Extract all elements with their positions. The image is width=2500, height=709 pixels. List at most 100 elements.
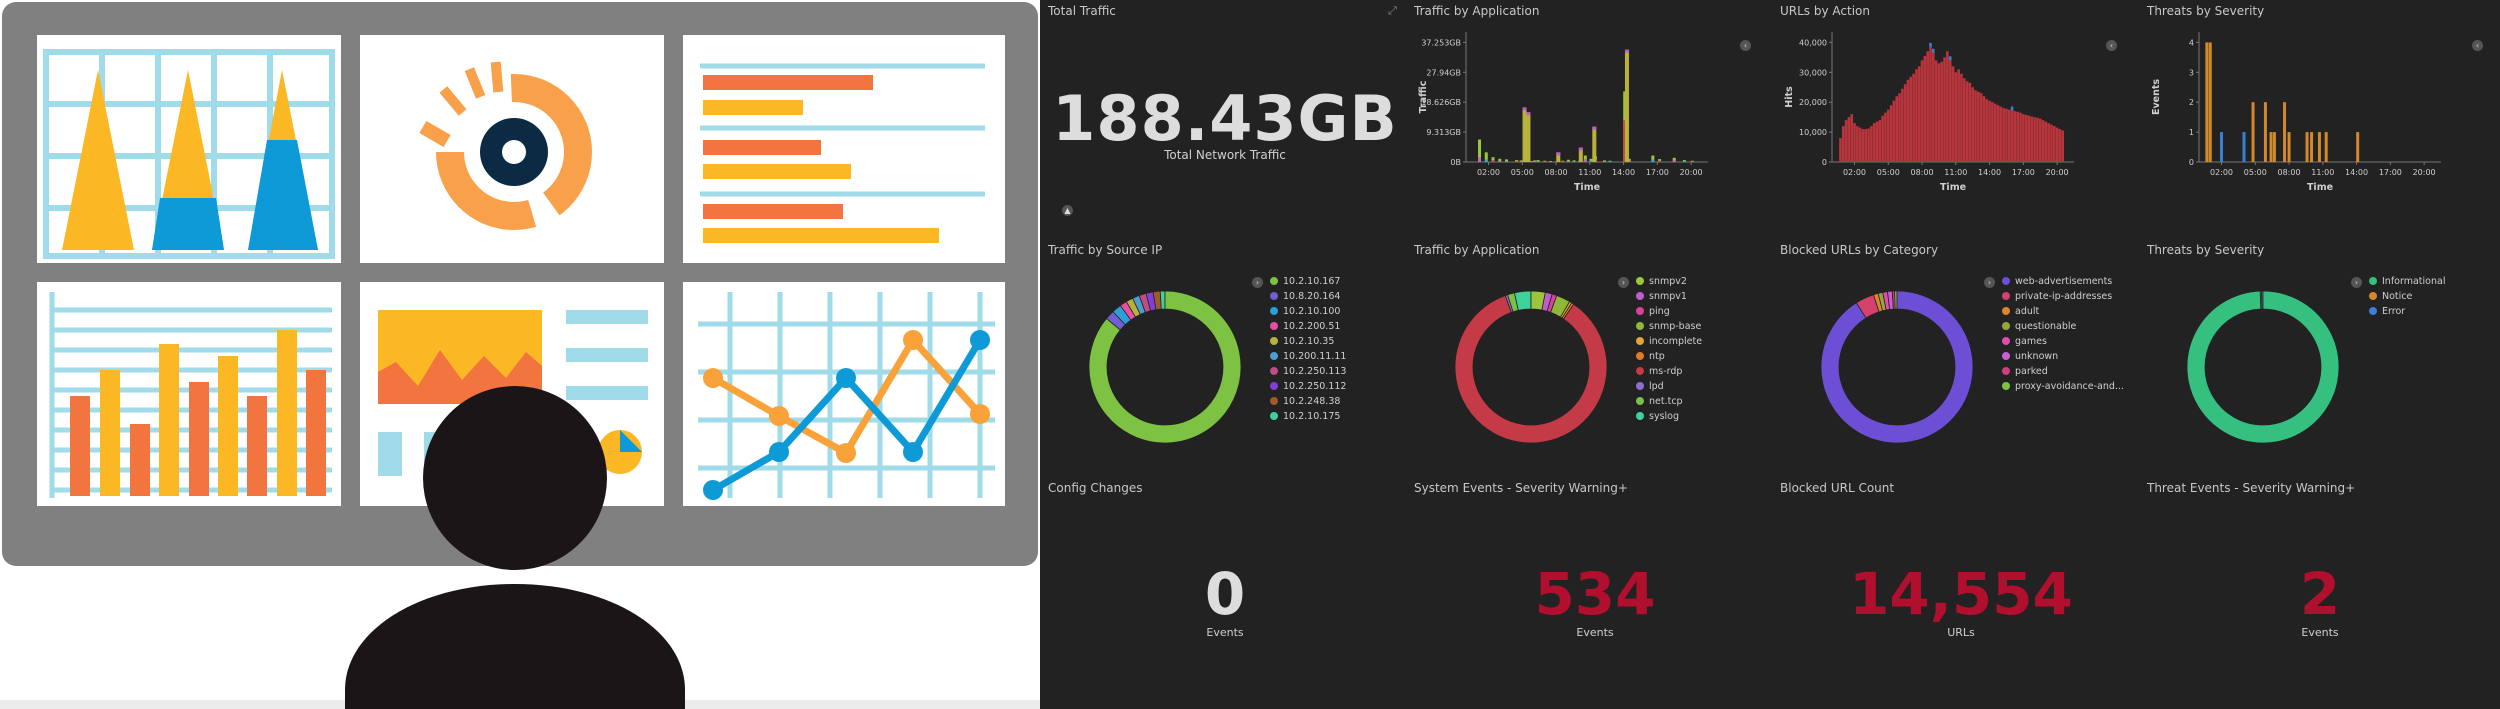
bar bbox=[1658, 160, 1662, 162]
x-tick-label: 20:00 bbox=[1680, 168, 1703, 177]
legend-swatch bbox=[2002, 352, 2010, 360]
legend-item[interactable]: ping bbox=[1636, 304, 1766, 319]
bar bbox=[1988, 100, 1991, 162]
x-axis-title: Time bbox=[1574, 182, 1600, 193]
traffic-by-application-donut bbox=[1454, 290, 1608, 444]
legend-item[interactable]: games bbox=[2002, 334, 2132, 349]
bar bbox=[1934, 60, 1938, 163]
bar bbox=[1548, 161, 1552, 162]
legend-toggle-icon[interactable]: ‹ bbox=[2472, 40, 2483, 51]
panel-title-traffic-by-source-ip: Traffic by Source IP bbox=[1048, 243, 1163, 257]
panel-title-total-traffic: Total Traffic bbox=[1048, 4, 1116, 18]
y-tick-label: 4 bbox=[2189, 38, 2194, 47]
legend-toggle-icon[interactable]: › bbox=[2351, 277, 2362, 288]
legend-item[interactable]: 10.2.10.175 bbox=[1270, 409, 1400, 424]
legend-item[interactable]: unknown bbox=[2002, 349, 2132, 364]
legend-item[interactable]: incomplete bbox=[1636, 334, 1766, 349]
x-tick-label: 20:00 bbox=[2046, 168, 2069, 177]
bar bbox=[1889, 105, 1893, 162]
bar bbox=[1861, 129, 1865, 162]
legend-item[interactable]: net.tcp bbox=[1636, 394, 1766, 409]
legend-swatch bbox=[1270, 367, 1278, 375]
legend-label: net.tcp bbox=[1649, 396, 1683, 407]
legend-item[interactable]: 10.2.10.100 bbox=[1270, 304, 1400, 319]
panel-title-threat-events: Threat Events - Severity Warning+ bbox=[2147, 481, 2356, 495]
x-axis-title: Time bbox=[2307, 182, 2333, 193]
expand-icon[interactable]: ⤢ bbox=[1388, 4, 1397, 17]
legend-toggle-icon[interactable]: ‹ bbox=[2106, 40, 2117, 51]
legend-label: 10.2.10.35 bbox=[1283, 336, 1335, 347]
bar bbox=[2251, 102, 2255, 162]
legend-item[interactable]: web-advertisements bbox=[2002, 274, 2132, 289]
panel-title-urls-by-action: URLs by Action bbox=[1780, 4, 1870, 18]
legend-item[interactable]: snmp-base bbox=[1636, 319, 1766, 334]
legend-item[interactable]: ntp bbox=[1636, 349, 1766, 364]
bar bbox=[1592, 126, 1597, 130]
legend-label: ping bbox=[1649, 306, 1670, 317]
bar bbox=[2007, 109, 2011, 162]
legend-item[interactable]: Informational bbox=[2369, 274, 2489, 289]
bar bbox=[1505, 159, 1509, 162]
y-tick-label: 0B bbox=[1450, 158, 1461, 167]
legend-label: web-advertisements bbox=[2015, 276, 2113, 287]
bar bbox=[1898, 93, 1901, 162]
legend-item[interactable]: adult bbox=[2002, 304, 2132, 319]
legend-swatch bbox=[2002, 277, 2010, 285]
legend-toggle-icon[interactable]: › bbox=[1618, 277, 1629, 288]
panel-title-threats-by-severity-chart: Threats by Severity bbox=[2147, 4, 2265, 18]
legend-item[interactable]: proxy-avoidance-and... bbox=[2002, 379, 2132, 394]
legend-item[interactable]: 10.200.11.11 bbox=[1270, 349, 1400, 364]
legend-toggle-icon[interactable]: ‹ bbox=[1740, 40, 1751, 51]
legend-item[interactable]: questionable bbox=[2002, 319, 2132, 334]
bar bbox=[1624, 49, 1629, 162]
legend-toggle-icon[interactable]: › bbox=[1252, 277, 1263, 288]
legend-label: 10.2.248.38 bbox=[1283, 396, 1341, 407]
bar bbox=[1957, 69, 1960, 162]
panel-title-blocked-url-count: Blocked URL Count bbox=[1780, 481, 1895, 495]
threats-by-severity-bar-chart: 0 1 2 3 4 02:00 05:00 08:00 11:00 14:00 17:00 20:00… bbox=[2151, 32, 2441, 193]
legend-swatch bbox=[1636, 397, 1644, 405]
legend-item[interactable]: 10.8.20.164 bbox=[1270, 289, 1400, 304]
bar bbox=[1682, 161, 1686, 162]
legend-item[interactable]: lpd bbox=[1636, 379, 1766, 394]
y-tick-label: 30,000 bbox=[1799, 68, 1827, 77]
source-ip-legend: 10.2.10.167 10.8.20.164 10.2.10.100 10.2.20… bbox=[1270, 274, 1400, 424]
legend-item[interactable]: Notice bbox=[2369, 289, 2489, 304]
bar bbox=[1968, 82, 1972, 162]
legend-toggle-icon[interactable]: ▲ bbox=[1062, 205, 1073, 216]
bar bbox=[1608, 161, 1612, 162]
bar bbox=[1536, 160, 1540, 162]
legend-item[interactable]: 10.2.248.38 bbox=[1270, 394, 1400, 409]
x-tick-label: 14:00 bbox=[1978, 168, 2001, 177]
dashboard-illustration bbox=[0, 0, 1040, 709]
legend-label: incomplete bbox=[1649, 336, 1703, 347]
legend-item[interactable]: Error bbox=[2369, 304, 2489, 319]
bar bbox=[1962, 78, 1966, 162]
bar bbox=[1991, 102, 1994, 162]
legend-swatch bbox=[1636, 412, 1644, 420]
legend-label: 10.2.10.167 bbox=[1283, 276, 1341, 287]
legend-item[interactable]: 10.2.250.113 bbox=[1270, 364, 1400, 379]
legend-item[interactable]: parked bbox=[2002, 364, 2132, 379]
threat-events-value: 2 bbox=[2299, 560, 2341, 628]
legend-item[interactable]: snmpv2 bbox=[1636, 274, 1766, 289]
donut-slice bbox=[1088, 290, 1242, 444]
legend-item[interactable]: ms-rdp bbox=[1636, 364, 1766, 379]
bar bbox=[1872, 123, 1876, 162]
bar bbox=[1627, 158, 1631, 162]
bar bbox=[1892, 100, 1896, 162]
bar bbox=[1985, 99, 1989, 162]
bar bbox=[2058, 129, 2062, 162]
legend-item[interactable]: 10.2.200.51 bbox=[1270, 319, 1400, 334]
legend-item[interactable]: 10.2.10.167 bbox=[1270, 274, 1400, 289]
legend-item[interactable]: snmpv1 bbox=[1636, 289, 1766, 304]
bar bbox=[2016, 111, 2020, 162]
legend-item[interactable]: 10.2.250.112 bbox=[1270, 379, 1400, 394]
legend-item[interactable]: syslog bbox=[1636, 409, 1766, 424]
legend-label: adult bbox=[2015, 306, 2040, 317]
bar bbox=[1556, 152, 1561, 156]
legend-item[interactable]: private-ip-addresses bbox=[2002, 289, 2132, 304]
legend-item[interactable]: 10.2.10.35 bbox=[1270, 334, 1400, 349]
legend-label: 10.2.10.100 bbox=[1283, 306, 1341, 317]
legend-toggle-icon[interactable]: › bbox=[1984, 277, 1995, 288]
